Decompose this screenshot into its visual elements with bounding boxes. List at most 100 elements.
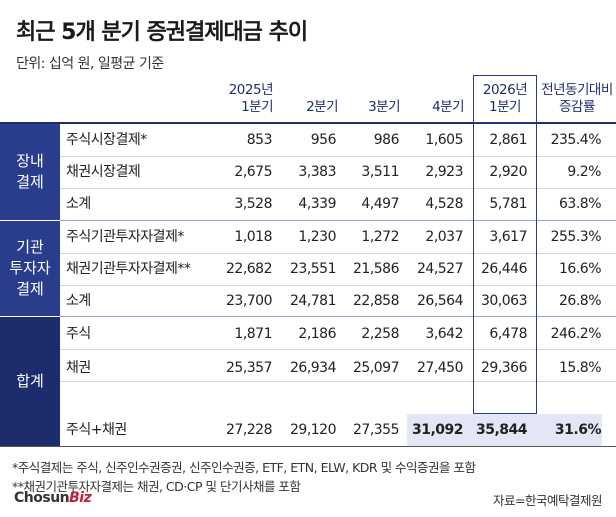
value-cell: 853	[246, 132, 273, 148]
value-cell: 2,923	[425, 164, 463, 180]
page-title: 최근 5개 분기 증권결제대금 추이	[16, 20, 308, 45]
row-label: 주식	[66, 326, 91, 342]
unit-label: 단위: 십억 원, 일평균 기준	[16, 56, 164, 72]
value-cell: 4,497	[361, 196, 399, 212]
value-cell: 2,861	[489, 132, 527, 148]
value-cell: 3,383	[298, 164, 336, 180]
value-cell: 6,478	[489, 326, 527, 342]
value-cell: 27,228	[226, 422, 273, 438]
value-cell: 986	[373, 132, 400, 148]
table-row: 주식+채권 27,228 29,120 27,355 31,092 35,844 31.6%	[60, 414, 616, 446]
group-divider	[0, 220, 60, 221]
value-cell: 31,092	[411, 422, 464, 438]
yoy-change-cell: 235.4%	[550, 132, 602, 148]
table-row: 채권기관투자자결제** 22,682 23,551 21,586 24,527 26,44…	[60, 253, 616, 285]
table-row: 소계 3,528 4,339 4,497 4,528 5,781 63.8%	[60, 188, 616, 220]
value-cell: 1,230	[298, 229, 336, 245]
value-cell: 956	[310, 132, 337, 148]
value-cell: 35,844	[475, 422, 528, 438]
row-label: 주식+채권	[66, 422, 127, 438]
value-cell: 4,528	[425, 196, 463, 212]
value-cell: 24,781	[290, 293, 337, 309]
header-2025-q1: 2025년 1분기	[228, 82, 274, 115]
value-cell: 27,355	[353, 422, 400, 438]
value-cell: 1,605	[425, 132, 463, 148]
header-2026-q1: 2026년 1분기	[482, 82, 528, 115]
value-cell: 2,675	[234, 164, 272, 180]
group-institutional: 기관 투자자 결제	[0, 221, 60, 316]
table-row: 소계 23,700 24,781 22,858 26,564 30,063 26.8%	[60, 285, 616, 317]
total-row-highlight	[407, 414, 602, 446]
highlight-column-header-frame	[473, 75, 537, 123]
table-top-rule	[0, 122, 616, 124]
yoy-change-cell: 63.8%	[559, 196, 601, 212]
header-q3: 3분기	[368, 99, 400, 115]
table-row: 채권 25,357 26,934 25,097 27,450 29,366 15.8%	[60, 352, 616, 384]
value-cell: 26,446	[481, 261, 528, 277]
group-total: 합계	[0, 317, 60, 446]
row-label: 주식시장결제*	[66, 132, 147, 148]
value-cell: 3,617	[489, 229, 527, 245]
value-cell: 26,564	[417, 293, 464, 309]
value-cell: 3,528	[234, 196, 272, 212]
value-cell: 1,871	[234, 326, 272, 342]
value-cell: 22,858	[353, 293, 400, 309]
chosunbiz-logo: ChosunBiz	[14, 490, 92, 506]
row-label: 채권기관투자자결제**	[66, 261, 191, 277]
yoy-change-cell: 246.2%	[550, 326, 602, 342]
value-cell: 1,018	[234, 229, 272, 245]
row-divider	[60, 349, 616, 350]
value-cell: 4,339	[298, 196, 336, 212]
value-cell: 21,586	[353, 261, 400, 277]
header-q4: 4분기	[432, 99, 464, 115]
yoy-change-cell: 255.3%	[550, 229, 602, 245]
header-yoy: 전년동기대비 증감률	[541, 82, 613, 115]
value-cell: 23,551	[290, 261, 337, 277]
table-row: 채권시장결제 2,675 3,383 3,511 2,923 2,920 9.2%	[60, 156, 616, 188]
yoy-change-cell: 16.6%	[559, 261, 601, 277]
row-divider	[60, 285, 616, 286]
yoy-change-cell: 9.2%	[567, 164, 601, 180]
highlight-column-frame	[473, 122, 537, 414]
value-cell: 30,063	[481, 293, 528, 309]
value-cell: 5,781	[489, 196, 527, 212]
value-cell: 3,642	[425, 326, 463, 342]
row-label: 소계	[66, 293, 91, 309]
table-row: 주식기관투자자결제* 1,018 1,230 1,272 2,037 3,617 255.3…	[60, 221, 616, 253]
group-divider	[0, 316, 60, 317]
value-cell: 29,120	[290, 422, 337, 438]
value-cell: 23,700	[226, 293, 273, 309]
row-divider	[60, 253, 616, 254]
table-row: 주식 1,871 2,186 2,258 3,642 6,478 246.2%	[60, 318, 616, 350]
yoy-change-cell: 26.8%	[559, 293, 601, 309]
value-cell: 2,920	[489, 164, 527, 180]
footnote-bond: **채권기관투자자결제는 채권, CD·CP 및 단기사채를 포함	[12, 479, 301, 494]
value-cell: 25,097	[353, 360, 400, 376]
yoy-change-cell: 31.6%	[554, 422, 602, 438]
yoy-change-cell: 15.8%	[559, 360, 601, 376]
row-divider	[60, 188, 616, 189]
source-label: 자료=한국예탁결제원	[493, 493, 602, 508]
group-row-divider	[60, 316, 616, 317]
row-divider	[60, 156, 616, 157]
value-cell: 24,527	[417, 261, 464, 277]
header-q2: 2분기	[306, 99, 338, 115]
row-label: 주식기관투자자결제*	[66, 229, 184, 245]
value-cell: 1,272	[361, 229, 399, 245]
value-cell: 2,186	[298, 326, 336, 342]
group-row-divider	[60, 220, 616, 221]
row-label: 채권시장결제	[66, 164, 141, 180]
row-divider	[60, 381, 616, 382]
value-cell: 2,258	[361, 326, 399, 342]
value-cell: 26,934	[290, 360, 337, 376]
row-label: 채권	[66, 360, 91, 376]
value-cell: 3,511	[361, 164, 399, 180]
value-cell: 27,450	[417, 360, 464, 376]
table-bottom-rule	[0, 446, 616, 447]
value-cell: 2,037	[425, 229, 463, 245]
footnote-stock: *주식결제는 주식, 신주인수권증권, 신주인수권증, ETF, ETN, EL…	[12, 460, 476, 475]
value-cell: 25,357	[226, 360, 273, 376]
table-row: 주식시장결제* 853 956 986 1,605 2,861 235.4%	[60, 124, 616, 156]
row-label: 소계	[66, 196, 91, 212]
group-onexchange: 장내 결제	[0, 124, 60, 220]
